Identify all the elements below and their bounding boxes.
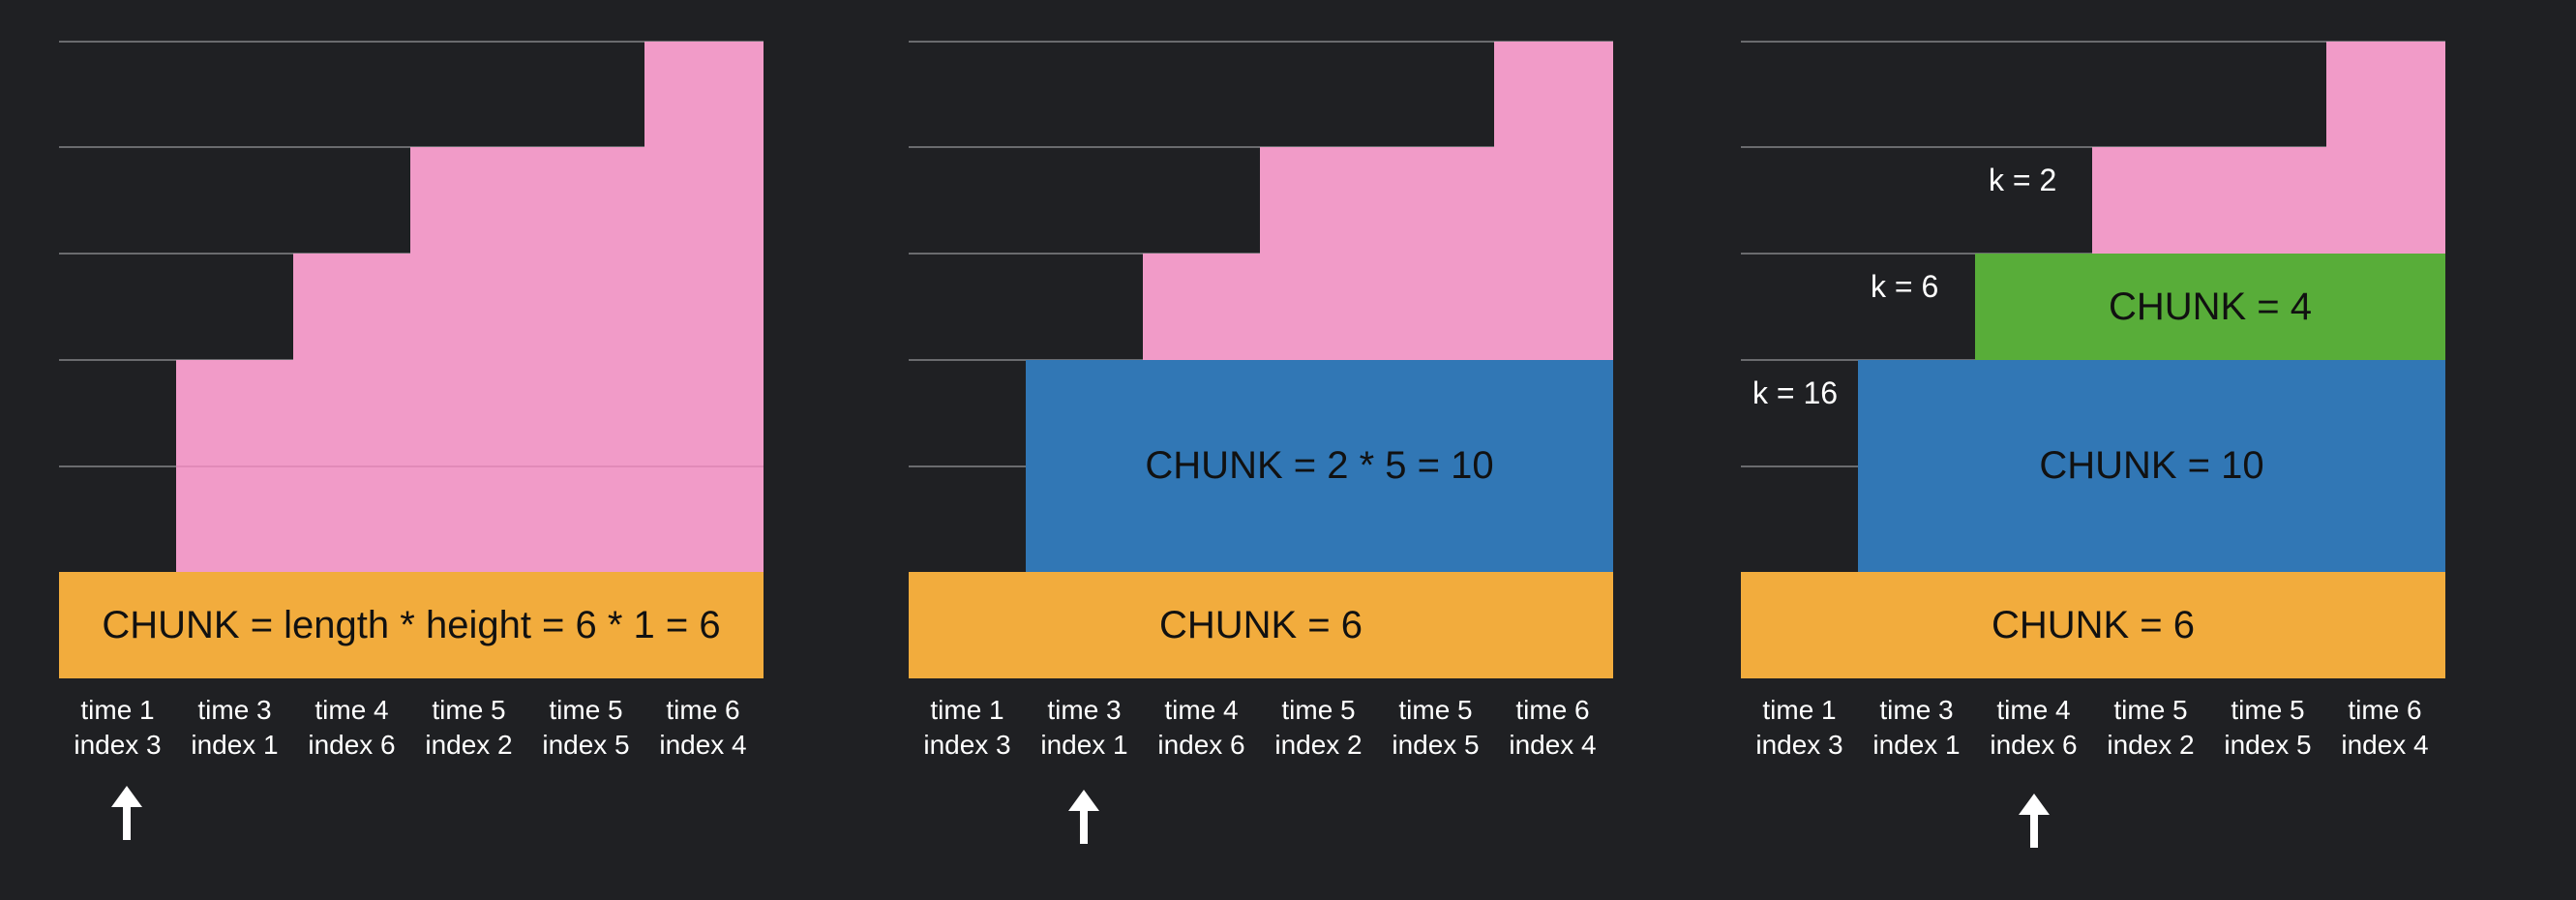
pink-block-row-3 (293, 254, 764, 360)
orange-chunk-label: CHUNK = length * height = 6 * 1 = 6 (102, 603, 721, 646)
orange-chunk-block: CHUNK = length * height = 6 * 1 = 6 (59, 572, 764, 678)
column-label-2: time 3 index 1 (1858, 693, 1975, 763)
pink-block-row-2 (1260, 147, 1613, 254)
column-time: time 3 (1879, 695, 1954, 725)
column-index: index 1 (191, 730, 279, 760)
column-time: time 5 (1398, 695, 1473, 725)
column-index: index 5 (1392, 730, 1480, 760)
column-index: index 6 (1990, 730, 2078, 760)
column-label-2: time 3 index 1 (1026, 693, 1143, 763)
column-index: index 3 (74, 730, 162, 760)
panel-3: CHUNK = 4 CHUNK = 10 CHUNK = 6 k = 2 k =… (1741, 41, 2445, 854)
column-label-3: time 4 index 6 (293, 693, 410, 763)
panel-1: CHUNK = length * height = 6 * 1 = 6 time… (59, 41, 764, 854)
blue-chunk-label: CHUNK = 10 (2039, 444, 2264, 487)
column-label-2: time 3 index 1 (176, 693, 293, 763)
column-time: time 3 (1047, 695, 1122, 725)
grid-line (1741, 41, 2445, 43)
column-time: time 3 (197, 695, 272, 725)
pink-block-row-2 (2092, 147, 2445, 254)
column-index: index 4 (1509, 730, 1597, 760)
column-time: time 5 (432, 695, 506, 725)
column-index: index 1 (1872, 730, 1961, 760)
column-label-1: time 1 index 3 (909, 693, 1026, 763)
column-label-4: time 5 index 2 (2092, 693, 2209, 763)
green-chunk-block: CHUNK = 4 (1975, 254, 2445, 360)
column-label-5: time 5 index 5 (1377, 693, 1494, 763)
panel-2: CHUNK = 2 * 5 = 10 CHUNK = 6 time 1 inde… (909, 41, 1613, 854)
column-time: time 4 (315, 695, 389, 725)
column-time: time 5 (549, 695, 623, 725)
column-label-3: time 4 index 6 (1143, 693, 1260, 763)
column-time: time 5 (1281, 695, 1356, 725)
column-label-4: time 5 index 2 (1260, 693, 1377, 763)
column-time: time 1 (930, 695, 1004, 725)
pink-row-divider (176, 465, 764, 467)
column-time: time 5 (2113, 695, 2188, 725)
up-arrow-icon (1068, 790, 1099, 844)
grid-line (59, 41, 764, 43)
up-arrow-icon (2019, 794, 2050, 848)
column-label-6: time 6 index 4 (1494, 693, 1611, 763)
column-time: time 6 (666, 695, 740, 725)
column-label-3: time 4 index 6 (1975, 693, 2092, 763)
orange-chunk-label: CHUNK = 6 (1158, 603, 1363, 646)
pink-block-row-1 (1494, 42, 1613, 147)
column-label-1: time 1 index 3 (1741, 693, 1858, 763)
column-time: time 6 (1515, 695, 1590, 725)
column-index: index 4 (659, 730, 747, 760)
column-label-5: time 5 index 5 (2209, 693, 2326, 763)
column-label-4: time 5 index 2 (410, 693, 527, 763)
k-label: k = 16 (1752, 375, 1839, 410)
column-time: time 6 (2348, 695, 2422, 725)
column-label-6: time 6 index 4 (644, 693, 762, 763)
column-label-1: time 1 index 3 (59, 693, 176, 763)
orange-chunk-block: CHUNK = 6 (1741, 572, 2445, 678)
column-label-5: time 5 index 5 (527, 693, 644, 763)
pink-block-row-2 (410, 147, 764, 254)
pink-block-row-1 (644, 42, 764, 147)
column-index: index 2 (425, 730, 513, 760)
column-index: index 4 (2341, 730, 2429, 760)
column-time: time 4 (1164, 695, 1239, 725)
column-index: index 2 (1274, 730, 1363, 760)
column-time: time 4 (1996, 695, 2071, 725)
column-index: index 5 (2224, 730, 2312, 760)
column-index: index 2 (2107, 730, 2195, 760)
blue-chunk-block: CHUNK = 2 * 5 = 10 (1026, 360, 1613, 572)
pink-block-row-1 (2326, 42, 2445, 147)
up-arrow-icon (111, 786, 142, 840)
blue-chunk-block: CHUNK = 10 (1858, 360, 2445, 572)
column-index: index 6 (308, 730, 396, 760)
column-label-6: time 6 index 4 (2326, 693, 2443, 763)
column-index: index 3 (1755, 730, 1843, 760)
orange-chunk-block: CHUNK = 6 (909, 572, 1613, 678)
orange-chunk-label: CHUNK = 6 (1991, 603, 2196, 646)
green-chunk-label: CHUNK = 4 (2108, 285, 2313, 328)
column-index: index 3 (923, 730, 1011, 760)
blue-chunk-label: CHUNK = 2 * 5 = 10 (1145, 444, 1494, 487)
column-time: time 5 (2231, 695, 2305, 725)
k-label: k = 2 (1989, 163, 2057, 197)
k-label: k = 6 (1871, 269, 1939, 304)
column-time: time 1 (1762, 695, 1837, 725)
column-index: index 6 (1157, 730, 1245, 760)
column-index: index 5 (542, 730, 630, 760)
grid-line (909, 41, 1613, 43)
pink-block-row-3 (1143, 254, 1613, 360)
column-time: time 1 (80, 695, 155, 725)
column-index: index 1 (1040, 730, 1128, 760)
